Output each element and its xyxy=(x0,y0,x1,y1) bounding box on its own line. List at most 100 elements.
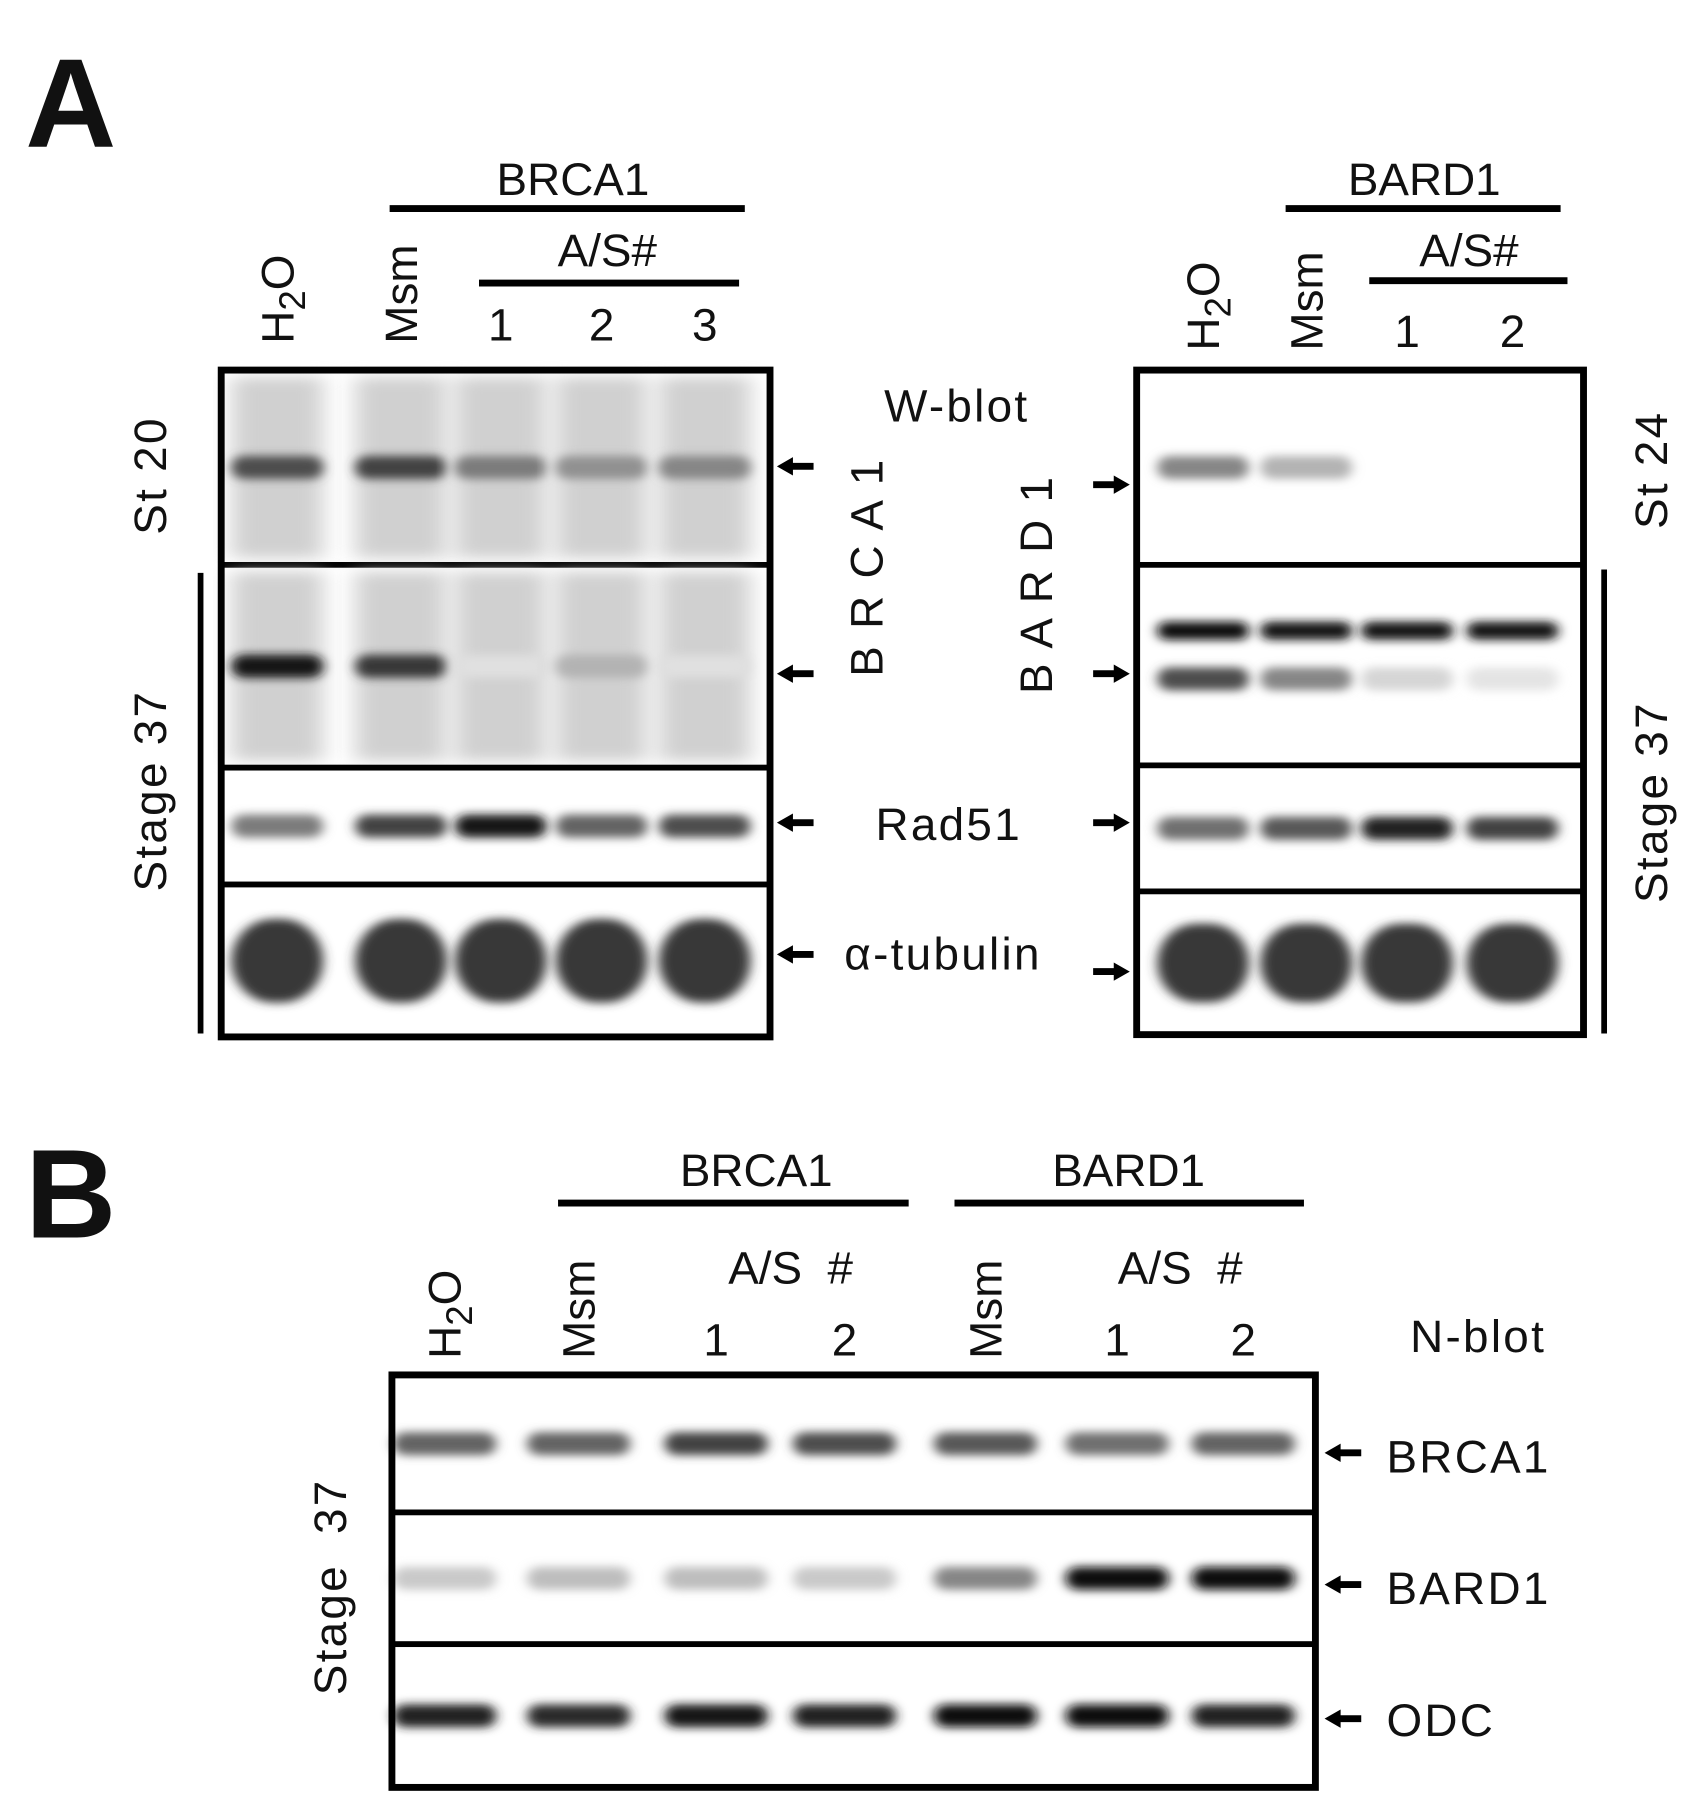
b-lane-labels: H2O Msm 1 2 Msm 1 2 xyxy=(420,1260,1256,1366)
lane-label: Msm xyxy=(960,1260,1011,1359)
panel-a-label: A xyxy=(25,33,116,174)
bard1-protein-label: B A R D 1 xyxy=(1011,475,1062,694)
lane-label: 1 xyxy=(488,299,514,350)
band xyxy=(555,918,648,1003)
band xyxy=(1361,667,1453,691)
band xyxy=(527,1704,631,1728)
band xyxy=(664,1566,768,1590)
arrow-right-icon xyxy=(1093,962,1130,981)
arrow-left-icon xyxy=(776,945,814,964)
band xyxy=(454,918,547,1003)
right-lane-labels: H2O Msm 1 2 xyxy=(1178,251,1525,357)
right-stage-top: St 24 xyxy=(1626,411,1677,529)
band xyxy=(658,814,751,838)
band xyxy=(231,654,324,678)
b-row-label-brca1: BRCA1 xyxy=(1386,1431,1550,1482)
lane-label: Msm xyxy=(554,1260,605,1359)
band xyxy=(1191,1432,1295,1456)
band xyxy=(555,814,648,838)
band xyxy=(792,1704,897,1728)
band xyxy=(658,918,751,1003)
lane-label: 1 xyxy=(1394,306,1420,357)
band xyxy=(1065,1704,1169,1728)
band xyxy=(527,1432,631,1456)
band xyxy=(1466,923,1559,1003)
blot-frame xyxy=(388,1371,1319,1791)
right-stage-bottom: Stage 37 xyxy=(1626,701,1677,903)
band xyxy=(933,1704,1037,1728)
left-lane-labels: H2O Msm 1 2 3 xyxy=(252,244,717,350)
arrow-left-icon xyxy=(776,813,814,832)
left-group-label: BRCA1 xyxy=(497,154,650,205)
left-stage-bottom: Stage 37 xyxy=(125,690,176,892)
arrow-right-icon xyxy=(1093,813,1130,832)
band xyxy=(933,1566,1037,1590)
nonspecific-band xyxy=(1260,621,1353,640)
left-blot xyxy=(217,366,774,1041)
band xyxy=(1191,1566,1295,1590)
blot-frame xyxy=(217,366,774,1041)
band xyxy=(792,1432,897,1456)
band xyxy=(792,1566,897,1590)
b-row-label-bard1: BARD1 xyxy=(1386,1563,1550,1614)
blot-frame xyxy=(1133,366,1587,1039)
arrow-right-icon xyxy=(1093,664,1130,683)
b-group-bard1: BARD1 xyxy=(1052,1145,1205,1196)
nonspecific-band xyxy=(1157,621,1249,640)
lane-label: 2 xyxy=(589,299,615,350)
arrow-left-icon xyxy=(1324,1575,1362,1594)
band xyxy=(1157,816,1249,840)
band xyxy=(1065,1432,1169,1456)
band xyxy=(355,456,447,479)
band xyxy=(664,1704,768,1728)
right-blot xyxy=(1133,366,1587,1039)
b-method-label: N-blot xyxy=(1410,1311,1546,1362)
band xyxy=(1260,456,1353,479)
nonspecific-band xyxy=(1361,621,1453,640)
lane-label: 2 xyxy=(1500,306,1526,357)
band xyxy=(1361,923,1453,1003)
band xyxy=(231,918,324,1003)
band xyxy=(527,1566,631,1590)
method-label: W-blot xyxy=(884,381,1029,432)
left-stage-top: St 20 xyxy=(125,416,176,534)
band xyxy=(1191,1704,1295,1728)
left-subgroup-label: A/S# xyxy=(558,225,658,276)
band xyxy=(1157,923,1249,1003)
band-arrows xyxy=(776,457,1130,981)
band xyxy=(1065,1566,1169,1590)
right-subgroup-label: A/S# xyxy=(1419,225,1519,276)
b-subgroup-brca1: A/S # xyxy=(728,1242,853,1293)
lane-label: 3 xyxy=(692,299,718,350)
tubulin-label: α-tubulin xyxy=(844,928,1041,979)
band xyxy=(1157,667,1249,691)
band xyxy=(1260,816,1353,840)
band xyxy=(664,1432,768,1456)
b-subgroup-bard1: A/S # xyxy=(1118,1242,1243,1293)
lane-label: 2 xyxy=(832,1314,858,1365)
nonspecific-band xyxy=(1466,621,1559,640)
band xyxy=(658,456,751,479)
band xyxy=(454,456,547,479)
lane-label: H2O xyxy=(1178,261,1238,350)
lane-label: H2O xyxy=(420,1270,480,1359)
brca1-protein-label: B R C A 1 xyxy=(841,457,892,676)
lane-label: 1 xyxy=(703,1314,729,1365)
band xyxy=(1157,456,1249,479)
band xyxy=(1466,667,1559,691)
arrow-right-icon xyxy=(1093,475,1130,494)
band xyxy=(393,1704,497,1728)
panel-b-label: B xyxy=(25,1123,116,1264)
lane-label: Msm xyxy=(1281,251,1332,350)
blot-row xyxy=(1133,561,1587,769)
arrow-left-icon xyxy=(776,457,814,476)
lane-label: H2O xyxy=(252,255,312,344)
band xyxy=(231,814,324,838)
b-group-brca1: BRCA1 xyxy=(680,1145,833,1196)
band xyxy=(1361,816,1453,840)
right-group-label: BARD1 xyxy=(1348,154,1501,205)
rad51-label: Rad51 xyxy=(876,799,1023,850)
lane-label: 2 xyxy=(1230,1314,1256,1365)
band xyxy=(555,456,648,479)
